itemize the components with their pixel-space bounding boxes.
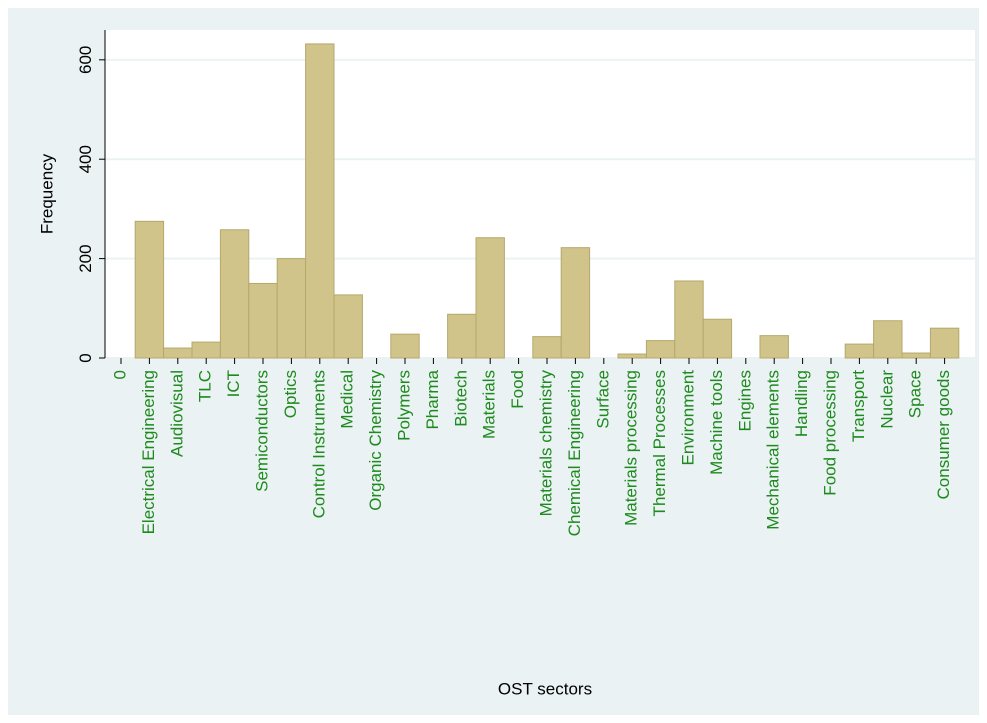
x-tick-label: 0 — [110, 370, 129, 379]
x-tick-label: Materials chemistry — [536, 370, 555, 517]
x-tick-label: Organic Chemistry — [366, 370, 385, 511]
bar — [645, 340, 676, 359]
bar — [191, 341, 221, 359]
x-tick-label: Chemical Engineering — [565, 370, 584, 536]
x-tick-label: Transport — [849, 370, 868, 442]
x-tick-label: Handling — [792, 370, 811, 437]
x-tick-label: ICT — [224, 370, 243, 397]
x-tick-label: Nuclear — [877, 370, 896, 429]
x-tick-label: Semiconductors — [252, 370, 271, 492]
bar — [929, 327, 960, 359]
y-tick-label: 600 — [76, 46, 95, 74]
x-tick-label: Food processing — [820, 370, 839, 496]
x-tick-label: Pharma — [423, 369, 442, 429]
x-tick-label: Thermal Processes — [650, 370, 669, 516]
bar — [873, 320, 903, 359]
bar — [333, 294, 363, 359]
bar — [475, 237, 505, 359]
x-tick-label: Mechanical elements — [764, 370, 783, 530]
x-tick-label: Biotech — [451, 370, 470, 427]
x-tick-label: Environment — [678, 370, 697, 466]
bar — [305, 43, 335, 359]
y-tick-label: 200 — [76, 244, 95, 272]
x-tick-label: TLC — [196, 370, 215, 402]
bar — [674, 280, 704, 359]
x-axis-label: OST sectors — [498, 679, 592, 698]
bar — [276, 258, 307, 359]
x-tick-label: Control Instruments — [309, 370, 328, 518]
bar — [617, 353, 647, 359]
x-tick-label: Materials processing — [622, 370, 641, 526]
bar — [560, 247, 591, 359]
x-tick-label: Audiovisual — [167, 370, 186, 457]
bar — [702, 318, 733, 359]
x-tick-label: Electrical Engineering — [139, 370, 158, 534]
x-tick-label: Polymers — [394, 370, 413, 441]
x-tick-label: Consumer goods — [934, 370, 953, 499]
x-tick-label: Materials — [480, 370, 499, 439]
bar — [844, 343, 875, 359]
bar — [134, 220, 165, 359]
bar — [219, 229, 250, 359]
bar — [248, 282, 278, 359]
x-tick-label: Medical — [338, 370, 357, 429]
x-tick-label: Surface — [593, 370, 612, 429]
y-tick-label: 400 — [76, 145, 95, 173]
bar — [532, 336, 562, 359]
x-tick-label: Machine tools — [707, 370, 726, 475]
x-tick-label: Food — [508, 370, 527, 409]
x-tick-label: Optics — [281, 370, 300, 418]
x-tick-label: Space — [906, 370, 925, 418]
bar — [163, 347, 193, 359]
bar — [759, 335, 789, 359]
bar — [390, 333, 420, 359]
bar — [901, 352, 931, 359]
bar — [447, 313, 477, 359]
y-axis-label: Frequency — [37, 153, 56, 234]
x-tick-label: Engines — [735, 370, 754, 431]
y-tick-label: 0 — [76, 353, 95, 362]
